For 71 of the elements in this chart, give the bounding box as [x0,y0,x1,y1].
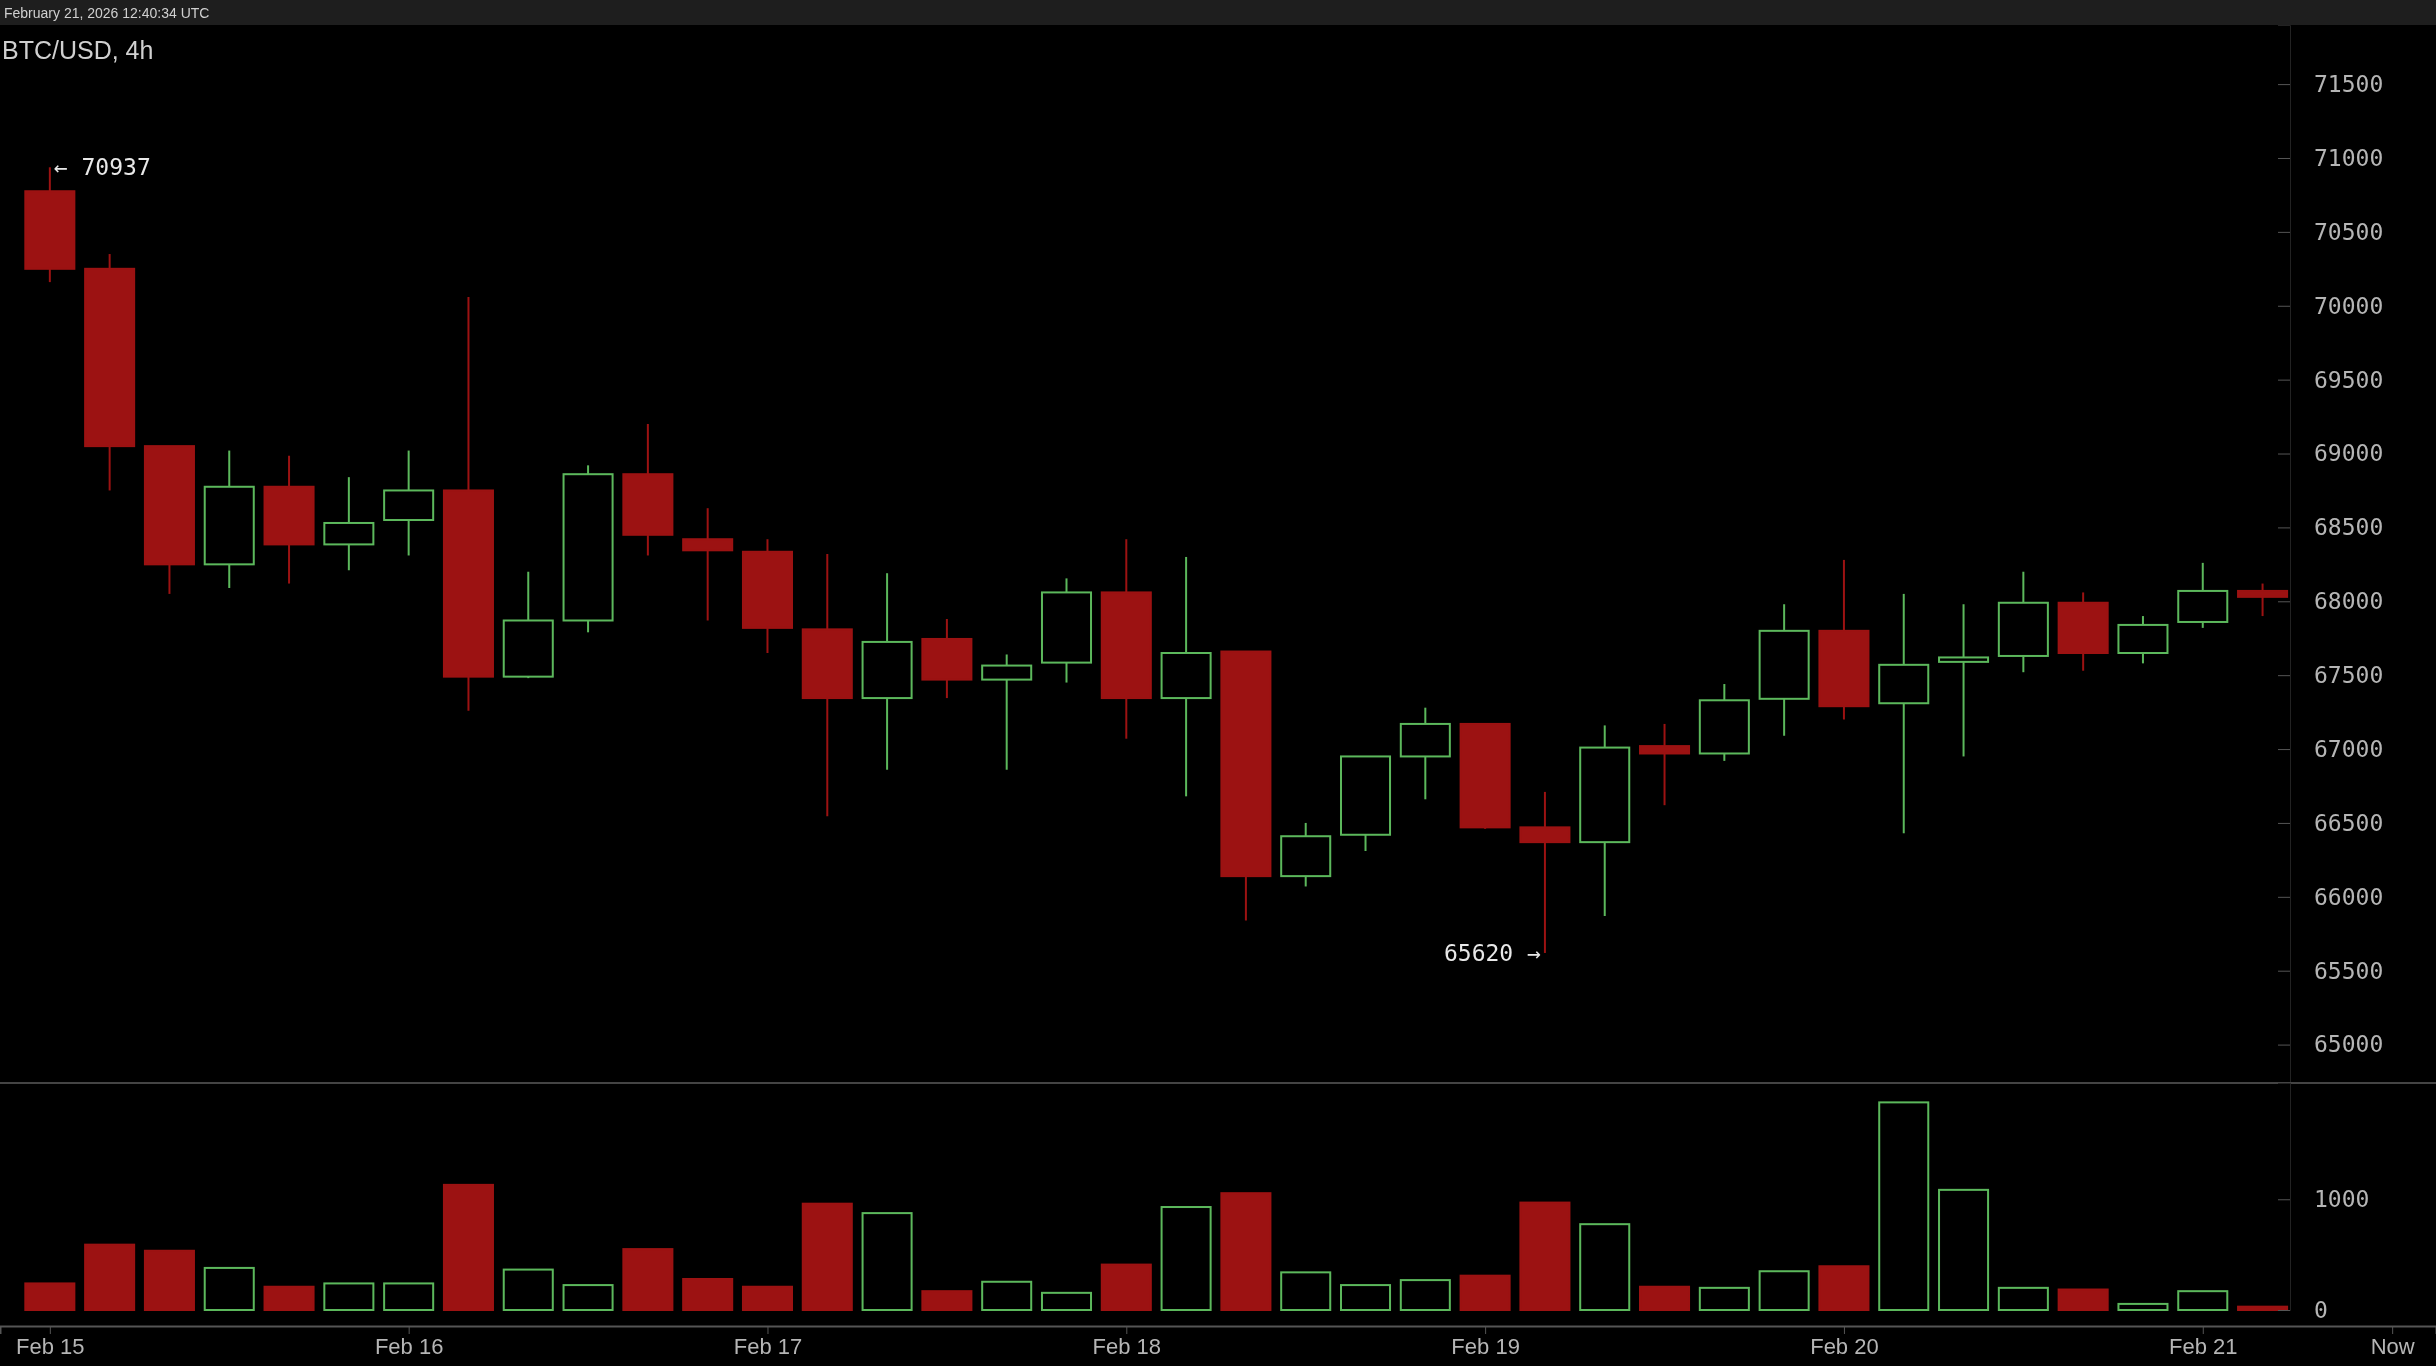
x-tick-label: Feb 19 [1451,1333,1520,1359]
bar [1818,1265,1870,1311]
bar [1040,1291,1093,1311]
candlestick [1639,722,1691,807]
candlestick [2237,582,2289,618]
bar [442,1183,494,1311]
bar [2117,1302,2169,1311]
y-tick-label: 1000 [2314,1186,2370,1213]
bar [143,1249,195,1311]
x-tick-label: Now [2370,1333,2415,1359]
bar [1220,1192,1272,1311]
bar [1758,1270,1810,1311]
text: February 21, 2026 12:40:34 UTC [4,5,210,21]
candlestick [1938,603,1990,758]
bar [1100,1263,1152,1311]
bar [1938,1188,1990,1311]
bar [84,1243,136,1311]
bar [1280,1271,1332,1311]
y-tick-label: 69500 [2314,366,2384,393]
bar [562,1284,614,1311]
y-tick-label: 67500 [2314,662,2384,689]
bar [1878,1101,1930,1311]
x-tick-label: Feb 16 [374,1333,444,1359]
bar [1579,1223,1631,1311]
bar [1519,1201,1571,1311]
bar [1698,1286,1750,1311]
x-tick-label: Feb 18 [1092,1333,1162,1359]
bar [502,1268,554,1311]
y-tick-label: 71000 [2314,144,2384,171]
x-tick-label: Feb 21 [2169,1333,2238,1359]
bar [1459,1274,1511,1311]
annotation: ← 70937 [53,154,151,181]
y-tick-label: 66000 [2314,883,2384,910]
y-tick-label: 65000 [2314,1031,2384,1058]
y-tick-label: 70000 [2314,292,2384,319]
bar [741,1285,793,1311]
bar [24,1282,76,1311]
bar [1340,1284,1392,1311]
bar [861,1212,913,1311]
y-tick-label: 0 [2314,1296,2328,1323]
y-tick-label: 65500 [2314,957,2384,984]
candlestick [981,653,1033,771]
x-tick-label: Feb 17 [733,1333,803,1359]
bar [1399,1279,1451,1311]
bar [1639,1285,1691,1311]
y-tick-label: 66500 [2314,809,2384,836]
bar [1160,1206,1212,1311]
bar [981,1280,1033,1311]
bar [682,1278,734,1311]
bar [921,1290,973,1311]
bar [203,1266,255,1311]
bar [2177,1290,2229,1311]
bar [2237,1305,2289,1311]
bar [383,1282,435,1311]
x-tick-label: Feb 20 [1810,1333,1879,1359]
y-tick-label: 68500 [2314,514,2384,541]
y-tick-label: 71500 [2314,70,2384,97]
bar [2057,1288,2109,1311]
candlestick [682,507,734,622]
bar [323,1282,375,1311]
y-tick-label: 68000 [2314,588,2384,615]
bar [1997,1286,2049,1311]
bar [801,1202,853,1311]
y-tick-label: 67000 [2314,735,2384,762]
bar [263,1285,315,1311]
bar [622,1248,674,1311]
y-tick-label: 69000 [2314,440,2384,467]
annotation: 65620 → [1443,939,1542,966]
x-tick-label: Feb 15 [16,1333,85,1359]
chart-title: BTC/USD, 4h [2,36,154,64]
y-tick-label: 70500 [2314,218,2384,245]
